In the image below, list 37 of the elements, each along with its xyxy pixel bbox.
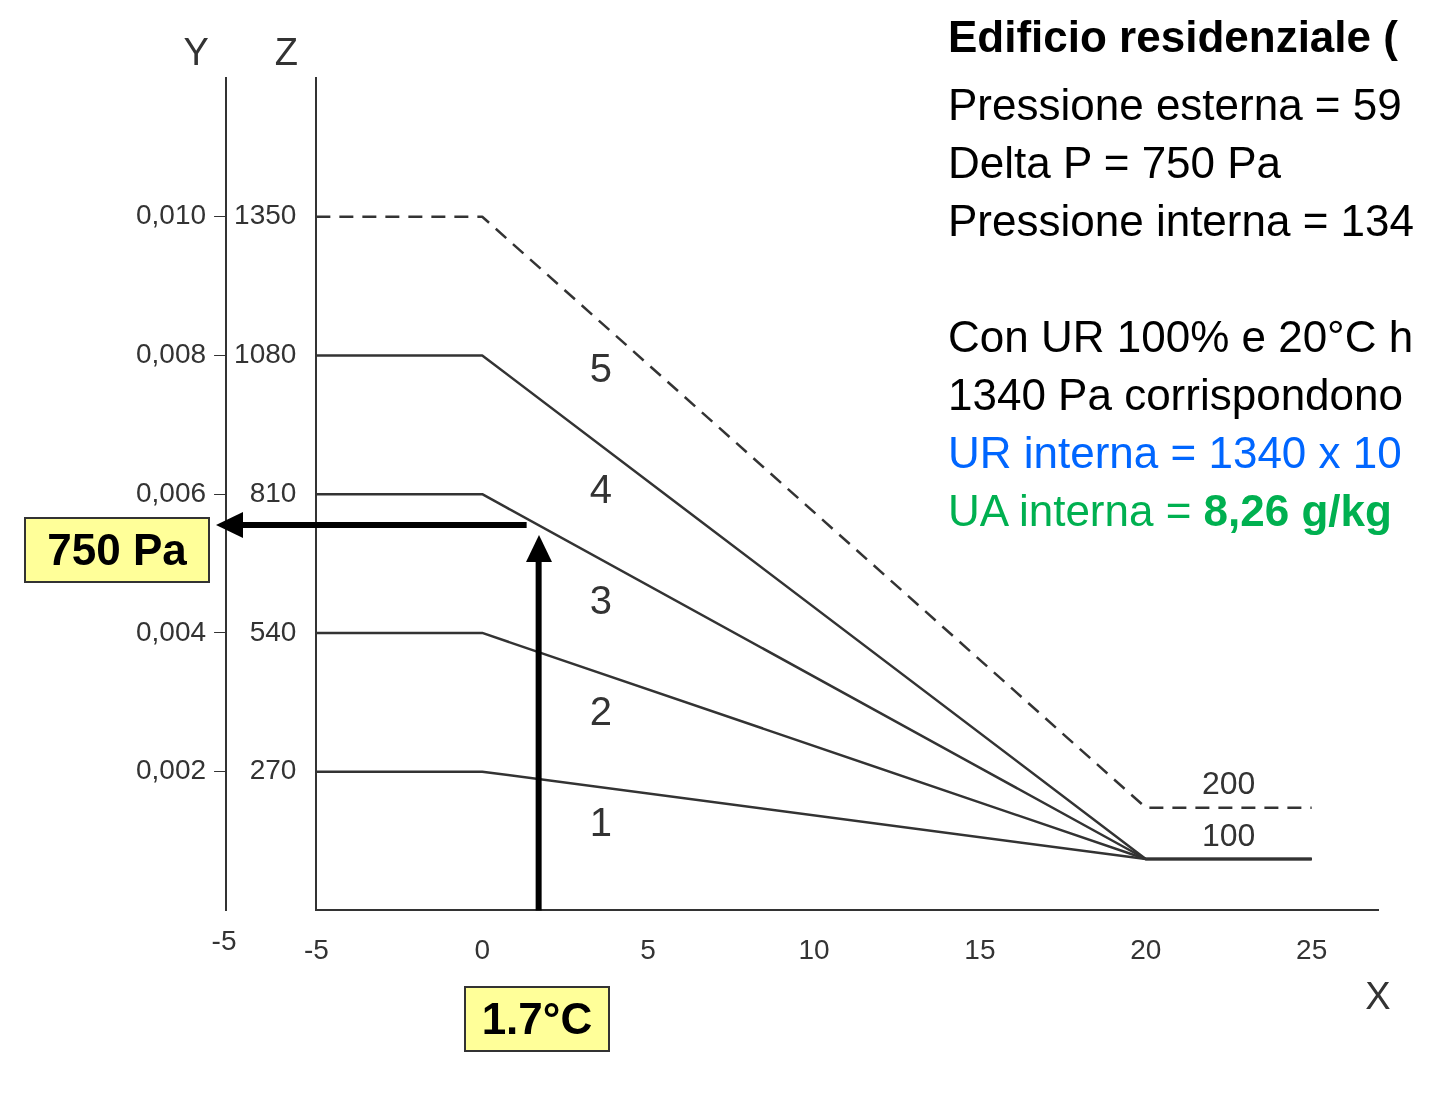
y2-tick-label: 0,008 (135, 338, 207, 370)
annotation: UA interna = 8,26 g/kg (948, 485, 1393, 537)
ref-line-label: 750 Pa (24, 517, 211, 584)
y2-axis-title: Y (183, 31, 209, 74)
x-tick-label: -5 (303, 933, 329, 965)
x-axis-title: X (1365, 975, 1391, 1018)
x-tick-label: 5 (640, 933, 656, 965)
series-label: 2 (589, 689, 613, 734)
x-tick-label: 10 (798, 933, 830, 965)
annotation: 200 (1202, 765, 1256, 802)
y2-tick-label: 0,006 (135, 476, 207, 508)
series-label: 3 (589, 578, 613, 623)
y-axis-title: Z (274, 31, 298, 74)
series-label: 4 (589, 467, 613, 512)
ref-line-label: 1.7°C (463, 986, 611, 1052)
x-tick-label: 25 (1296, 933, 1328, 965)
annotation: 1340 Pa corrispondono (948, 369, 1404, 421)
x-tick-label: 20 (1130, 933, 1162, 965)
y2-tick-label: 0,004 (135, 615, 207, 647)
annotation: Con UR 100% e 20°C h (948, 311, 1414, 363)
chart-title: Edificio residenziale ( (948, 11, 1399, 63)
y2-tick-label: 0,002 (135, 754, 207, 786)
x-tick-label: 15 (964, 933, 996, 965)
annotation: Delta P = 750 Pa (948, 137, 1283, 189)
series-label: 5 (589, 345, 613, 390)
annotation: Pressione interna = 134 (948, 195, 1414, 247)
x-tick-label: 0 (474, 933, 491, 965)
annotation: UR interna = 1340 x 10 (948, 427, 1403, 479)
y-tick-label: 1350 (234, 199, 297, 231)
series-label: 1 (589, 800, 613, 845)
annotation: Pressione esterna = 59 (948, 79, 1403, 131)
y-tick-label: 540 (249, 615, 297, 647)
annotation: 100 (1202, 816, 1256, 853)
y-tick-label: 270 (249, 754, 297, 786)
y2-tick-label: 0,010 (135, 199, 207, 231)
y-tick-label: 1080 (234, 338, 297, 370)
y-tick-label: 810 (249, 476, 297, 508)
